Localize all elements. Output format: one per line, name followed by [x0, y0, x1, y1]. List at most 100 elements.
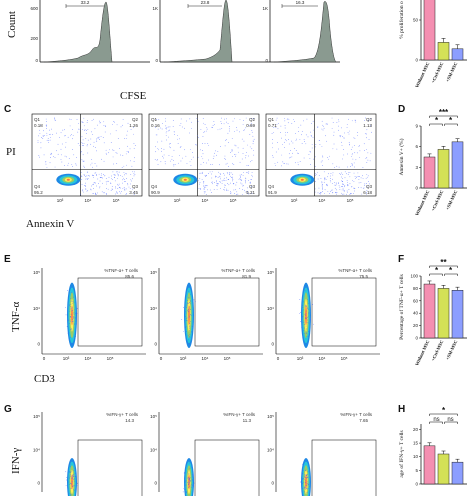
event-dot: [253, 118, 255, 120]
event-dot: [165, 127, 167, 129]
event-dot: [40, 147, 42, 149]
event-dot: [123, 177, 124, 179]
event-dot: [110, 142, 112, 143]
event-dot: [321, 182, 323, 184]
event-dot: [82, 122, 84, 123]
event-dot: [173, 131, 175, 133]
quadrant-label: Q1: [268, 117, 275, 122]
event-dot: [124, 174, 125, 176]
event-dot: [226, 188, 228, 190]
event-dot: [206, 128, 208, 130]
event-dot: [214, 182, 215, 183]
event-dot: [68, 158, 70, 160]
event-dot: [236, 181, 238, 183]
tick-label: 10⁴: [150, 447, 157, 452]
event-dot: [364, 183, 366, 185]
event-dot: [100, 121, 101, 123]
event-dot: [38, 135, 40, 137]
event-dot: [69, 310, 71, 312]
event-dot: [365, 177, 367, 179]
event-dot: [282, 161, 284, 163]
event-dot: [244, 179, 246, 181]
event-dot: [205, 194, 207, 195]
event-dot: [125, 172, 127, 174]
event-dot: [231, 176, 233, 178]
event-dot: [342, 184, 344, 186]
event-dot: [284, 125, 286, 126]
event-dot: [71, 163, 73, 165]
event-dot: [188, 482, 190, 484]
event-dot: [340, 136, 341, 138]
event-dot: [338, 184, 340, 186]
event-dot: [185, 326, 187, 328]
significance-marker: *: [442, 406, 446, 415]
event-dot: [212, 127, 214, 128]
event-dot: [208, 159, 210, 161]
event-dot: [86, 130, 87, 131]
event-dot: [351, 165, 353, 167]
event-dot: [70, 306, 71, 308]
bar: [451, 461, 464, 485]
event-dot: [111, 179, 113, 180]
event-dot: [367, 152, 369, 154]
event-dot: [251, 148, 253, 150]
event-dot: [302, 478, 304, 479]
event-dot: [272, 139, 273, 141]
event-dot: [84, 166, 86, 168]
event-dot: [163, 154, 165, 156]
event-dot: [355, 121, 357, 123]
tick-label: 0: [277, 356, 280, 361]
event-dot: [70, 488, 72, 489]
event-dot: [276, 117, 278, 119]
event-dot: [308, 314, 309, 316]
event-dot: [95, 185, 97, 187]
event-dot: [87, 190, 89, 191]
event-dot: [294, 148, 295, 149]
cfse-histogram-2: 1K 0 23.8: [152, 0, 270, 63]
event-dot: [185, 305, 187, 307]
event-dot: [367, 175, 369, 177]
event-dot: [309, 319, 311, 321]
event-dot: [343, 189, 344, 191]
event-dot: [292, 152, 293, 154]
event-dot: [69, 125, 71, 127]
event-dot: [47, 138, 49, 139]
event-dot: [49, 129, 50, 131]
event-dot: [189, 480, 190, 481]
gate-label: %IFN-γ+ T cells: [340, 412, 373, 417]
event-dot: [71, 475, 73, 477]
plot-frame: [148, 113, 260, 197]
event-dot: [86, 171, 88, 173]
event-dot: [220, 178, 221, 180]
gate-rectangle: [77, 439, 143, 496]
event-dot: [291, 156, 293, 158]
event-dot: [346, 126, 348, 128]
event-dot: [203, 184, 205, 186]
event-dot: [353, 137, 355, 139]
significance-marker: *: [435, 116, 439, 125]
event-dot: [45, 124, 47, 126]
event-dot: [370, 152, 372, 154]
event-dot: [348, 172, 349, 174]
event-dot: [48, 133, 50, 135]
significance-bracket: [429, 265, 458, 268]
tick-label: 10⁵: [113, 198, 120, 203]
event-dot: [206, 185, 208, 187]
event-dot: [186, 480, 187, 482]
event-dot: [133, 127, 134, 128]
event-dot: [173, 160, 175, 161]
event-dot: [308, 311, 310, 313]
event-dot: [189, 468, 191, 469]
event-dot: [226, 162, 228, 164]
y-tick-label: 0: [415, 186, 418, 191]
event-dot: [302, 307, 304, 309]
significance-marker: **: [440, 258, 447, 267]
event-dot: [203, 192, 205, 194]
event-dot: [239, 174, 241, 176]
quadrant-label: 0.18: [34, 123, 43, 128]
event-dot: [75, 488, 77, 490]
event-dot: [187, 310, 189, 311]
event-dot: [307, 484, 309, 485]
tick-label: 10⁴: [319, 198, 326, 203]
event-dot: [46, 132, 48, 134]
